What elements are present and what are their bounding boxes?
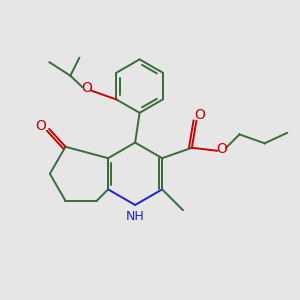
Text: O: O	[216, 142, 227, 156]
Text: NH: NH	[126, 210, 145, 223]
Text: O: O	[35, 119, 46, 133]
Text: O: O	[81, 81, 92, 95]
Text: O: O	[194, 108, 205, 122]
